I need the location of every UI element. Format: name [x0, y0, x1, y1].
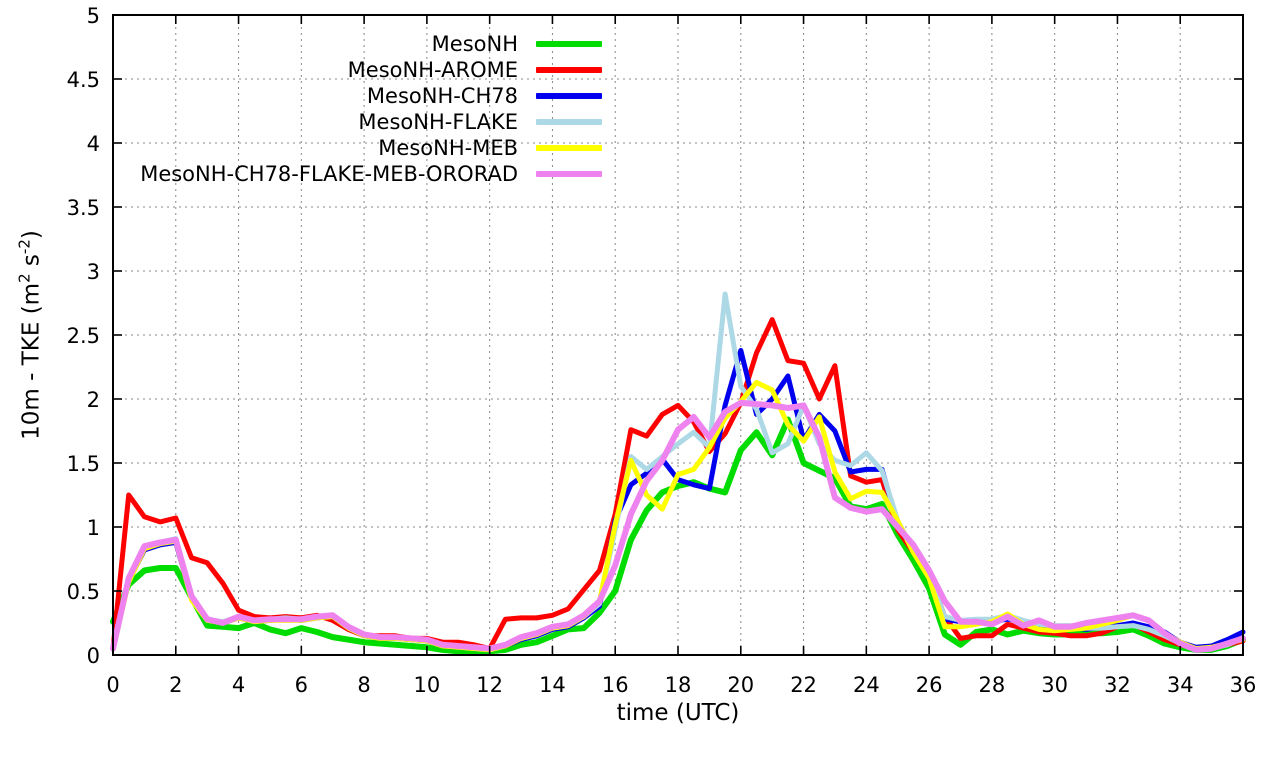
- tick-marks: [112, 14, 1244, 656]
- y-tick-labels: 0 0.5 1 1.5 2 2.5 3 3.5 4 4.5 5: [67, 4, 100, 668]
- x-tick-label: 16: [602, 673, 629, 697]
- x-tick-label: 8: [357, 673, 370, 697]
- legend-line-swatch: [536, 145, 602, 151]
- y-axis-title: 10m - TKE (m2 s-2): [16, 230, 45, 440]
- x-tick-labels: 0 2 4 6 8 10 12 14 16 18 20 22 24 26 28 30 32 34 36: [106, 673, 1256, 697]
- x-tick-label: 32: [1104, 673, 1131, 697]
- x-tick-label: 6: [295, 673, 308, 697]
- legend-label: MesoNH: [431, 32, 518, 56]
- legend: MesoNH MesoNH-AROME MesoNH-CH78 MesoNH-FLAK…: [140, 31, 602, 187]
- y-tick-label: 5: [87, 4, 100, 28]
- series-line-mesonh-ch78-flake-meb-ororad: [110, 399, 1246, 653]
- legend-line-swatch: [536, 67, 602, 73]
- y-axis-title-text: ): [18, 230, 45, 240]
- y-tick-label: 1: [87, 516, 100, 540]
- y-tick-label: 0: [87, 644, 100, 668]
- y-tick-label: 3.5: [67, 196, 100, 220]
- legend-label: MesoNH-MEB: [378, 136, 518, 160]
- y-tick-label: 4.5: [67, 68, 100, 92]
- x-axis-title: time (UTC): [616, 700, 740, 726]
- legend-line-swatch: [536, 119, 602, 125]
- x-tick-label: 2: [169, 673, 182, 697]
- x-tick-label: 34: [1167, 673, 1194, 697]
- legend-line-swatch: [536, 41, 602, 47]
- legend-item-mesonh-meb: MesoNH-MEB: [140, 135, 602, 161]
- legend-line-swatch: [536, 93, 602, 99]
- y-tick-label: 2: [87, 388, 100, 412]
- legend-label: MesoNH-CH78: [366, 84, 518, 108]
- x-tick-label: 0: [106, 673, 119, 697]
- y-axis-title-superscript: 2: [15, 273, 34, 283]
- x-tick-label: 18: [665, 673, 692, 697]
- x-tick-label: 10: [414, 673, 441, 697]
- x-tick-label: 28: [979, 673, 1006, 697]
- y-axis-title-superscript: -2: [15, 239, 34, 255]
- x-tick-label: 14: [539, 673, 566, 697]
- x-tick-label: 24: [853, 673, 880, 697]
- x-tick-label: 36: [1230, 673, 1257, 697]
- x-tick-label: 30: [1041, 673, 1068, 697]
- y-axis-title-text: 10m - TKE (m: [18, 282, 45, 440]
- y-tick-label: 0.5: [67, 580, 100, 604]
- grid-lines: [113, 15, 1243, 655]
- legend-item-mesonh-ch78: MesoNH-CH78: [140, 83, 602, 109]
- x-tick-label: 22: [790, 673, 817, 697]
- legend-item-mesonh-arome: MesoNH-AROME: [140, 57, 602, 83]
- legend-item-mesonh-flake: MesoNH-FLAKE: [140, 109, 602, 135]
- y-tick-label: 1.5: [67, 452, 100, 476]
- legend-label: MesoNH-FLAKE: [358, 110, 518, 134]
- y-tick-label: 2.5: [67, 324, 100, 348]
- legend-label: MesoNH-CH78-FLAKE-MEB-ORORAD: [140, 162, 518, 186]
- x-tick-label: 26: [916, 673, 943, 697]
- legend-item-mesonh-ch78-flake-meb-ororad: MesoNH-CH78-FLAKE-MEB-ORORAD: [140, 161, 602, 187]
- legend-label: MesoNH-AROME: [347, 58, 518, 82]
- legend-item-mesonh: MesoNH: [140, 31, 602, 57]
- x-tick-label: 20: [727, 673, 754, 697]
- y-axis-title-text: s: [18, 254, 45, 274]
- x-tick-label: 12: [476, 673, 503, 697]
- y-tick-label: 4: [87, 132, 100, 156]
- y-tick-label: 3: [87, 260, 100, 284]
- x-tick-label: 4: [232, 673, 245, 697]
- legend-line-swatch: [536, 171, 602, 177]
